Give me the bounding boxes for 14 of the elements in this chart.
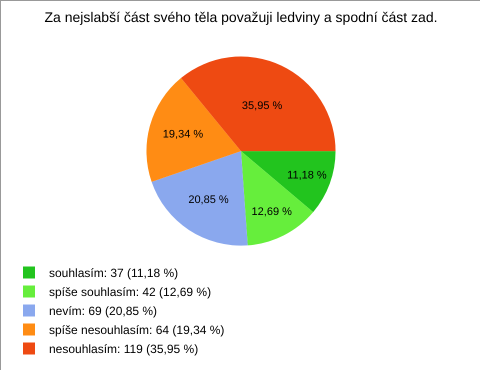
legend-label: spíše nesouhlasím: 64 (19,34 %) bbox=[49, 323, 224, 338]
pie-slice bbox=[146, 78, 241, 182]
pie-slice bbox=[241, 151, 314, 246]
data-label: 11,18 % bbox=[287, 169, 327, 182]
legend-label: spíše souhlasím: 42 (12,69 %) bbox=[49, 285, 212, 300]
legend-label: nesouhlasím: 119 (35,95 %) bbox=[49, 342, 198, 356]
legend-label: souhlasím: 37 (11,18 %) bbox=[49, 266, 178, 280]
data-label: 35,95 % bbox=[242, 100, 283, 112]
data-label: 12,69 % bbox=[252, 206, 292, 218]
pie-slice bbox=[152, 151, 248, 246]
data-label: 19,34 % bbox=[162, 128, 204, 141]
legend-label: nevím: 69 (20,85 %) bbox=[49, 304, 158, 318]
data-label: 20,85 % bbox=[188, 194, 229, 206]
chart-title: Za nejslabší část svého těla považuji ledviny a spodní část zad. bbox=[44, 8, 438, 25]
